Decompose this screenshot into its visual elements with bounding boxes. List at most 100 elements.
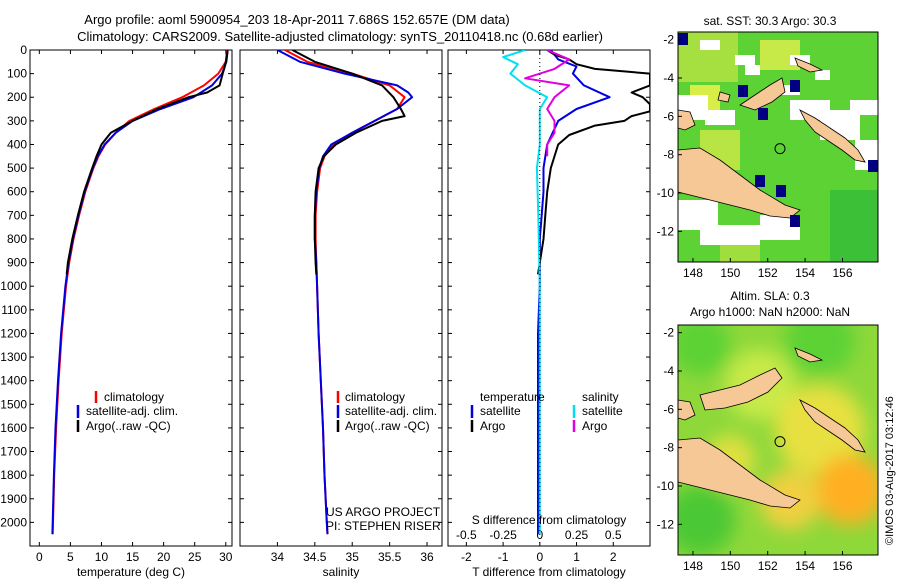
series-line-temperature-satellite xyxy=(537,50,611,535)
s-tick-label: -0.25 xyxy=(489,528,517,542)
sla-argo-position-marker xyxy=(774,436,786,448)
x-tick-label: -2 xyxy=(461,550,472,564)
y-tick-label: 1900 xyxy=(0,492,27,506)
x-tick-label: 0 xyxy=(36,550,43,564)
map-y-tick-label: -12 xyxy=(657,517,675,531)
figure-title-line2: Climatology: CARS2009. Satellite-adjuste… xyxy=(77,29,603,44)
map-y-tick-label: -10 xyxy=(657,479,675,493)
salinity-panel-frame xyxy=(239,49,443,547)
temperature-legend: climatology satellite-adj. clim. Argo(..… xyxy=(76,390,178,433)
y-tick-label: 700 xyxy=(7,208,27,222)
y-tick-label: 1600 xyxy=(0,421,27,435)
y-tick-label: 0 xyxy=(20,43,27,57)
map-y-tick-label: -2 xyxy=(663,326,674,340)
map-x-tick-label: 150 xyxy=(720,559,740,573)
y-tick-label: 600 xyxy=(7,185,27,199)
map-x-tick-label: 156 xyxy=(832,559,852,573)
sla-land xyxy=(678,347,866,509)
legend-label-s-satellite: satellite xyxy=(582,404,623,418)
legend-header-salinity: salinity xyxy=(582,390,619,404)
difference-panel-series xyxy=(502,50,650,535)
x-tick-label: -1 xyxy=(498,550,509,564)
x-tick-label: 20 xyxy=(157,550,171,564)
pi-label: PI: STEPHEN RISER xyxy=(326,519,441,533)
x-tick-label: 1 xyxy=(573,550,580,564)
temperature-panel-frame xyxy=(29,49,233,547)
map-x-tick-label: 152 xyxy=(758,266,778,280)
series-line-temperature-argo xyxy=(537,50,650,275)
s-tick-label: -0.5 xyxy=(456,528,477,542)
x-tick-label: 35 xyxy=(346,550,360,564)
legend-label-climatology: climatology xyxy=(345,390,405,404)
sst-map xyxy=(678,32,878,262)
legend-label-argo: Argo(..raw -QC) xyxy=(86,419,171,433)
series-line-climatology xyxy=(284,50,406,535)
s-tick-label: 0.25 xyxy=(565,528,589,542)
sst-map-frame xyxy=(677,31,879,263)
temperature-axis-label: temperature (deg C) xyxy=(77,565,185,579)
map-y-tick-label: -8 xyxy=(663,441,674,455)
legend-label-t-satellite: satellite xyxy=(480,404,521,418)
series-line-argo-raw-qc- xyxy=(65,50,229,275)
difference-legend: temperature satellite Argo salinity sate… xyxy=(470,390,623,433)
x-tick-label: 5 xyxy=(67,550,74,564)
salinity-axis-label: salinity xyxy=(323,565,360,579)
y-tick-label: 900 xyxy=(7,256,27,270)
x-tick-label: 25 xyxy=(188,550,202,564)
salinity-panel-series xyxy=(276,50,414,535)
legend-label-argo: Argo(..raw -QC) xyxy=(345,419,430,433)
timestamp-label: ©IMOS 03-Aug-2017 03:12:46 xyxy=(884,396,896,545)
y-tick-label: 1100 xyxy=(1,303,27,317)
map-x-tick-label: 148 xyxy=(683,266,703,280)
sst-map-title: sat. SST: 30.3 Argo: 30.3 xyxy=(704,14,837,28)
sla-map-frame xyxy=(677,324,879,556)
legend-label-climatology: climatology xyxy=(104,390,164,404)
map-x-tick-label: 148 xyxy=(683,559,703,573)
series-line-argo-raw-qc- xyxy=(291,50,406,275)
legend-label-s-argo: Argo xyxy=(582,419,608,433)
y-tick-label: 2000 xyxy=(0,515,27,529)
t-difference-axis-label: T difference from climatology xyxy=(472,565,626,579)
temperature-panel-series xyxy=(51,50,229,535)
x-tick-label: 10 xyxy=(95,550,109,564)
legend-label-satellite: satellite-adj. clim. xyxy=(345,404,437,418)
y-tick-label: 800 xyxy=(7,232,27,246)
map-x-tick-label: 156 xyxy=(832,266,852,280)
map-y-tick-label: -12 xyxy=(657,224,675,238)
x-tick-label: 36 xyxy=(420,550,434,564)
sst-missing-cells xyxy=(678,33,878,227)
sla-map xyxy=(678,325,878,555)
axis-ticks: 0 5 10 15 20 25 300100200300400500600700800900… xyxy=(0,43,650,564)
y-tick-label: 1500 xyxy=(0,397,27,411)
sla-map-ticks: 148 150 152 154 156 -2 -4 -6 -8 -10 -12 xyxy=(657,326,853,573)
map-x-tick-label: 154 xyxy=(795,559,815,573)
y-tick-label: 100 xyxy=(7,67,27,81)
sla-map-title1: Altim. SLA: 0.3 xyxy=(730,289,810,303)
map-y-tick-label: -2 xyxy=(663,33,674,47)
x-tick-label: 34 xyxy=(271,550,285,564)
y-tick-label: 1300 xyxy=(0,350,27,364)
difference-panel-frame xyxy=(447,49,651,547)
series-line-salinity-satellite xyxy=(502,50,549,535)
y-tick-label: 1000 xyxy=(0,279,27,293)
map-y-tick-label: -4 xyxy=(663,364,674,378)
s-difference-axis-label: S difference from climatology xyxy=(472,513,627,527)
y-tick-label: 300 xyxy=(7,114,27,128)
series-line-salinity-argo xyxy=(524,50,571,157)
map-y-tick-label: -8 xyxy=(663,148,674,162)
x-tick-label: 35.5 xyxy=(378,550,402,564)
salinity-legend: climatology satellite-adj. clim. Argo(..… xyxy=(336,390,437,433)
x-tick-label: 34.5 xyxy=(303,550,327,564)
y-tick-label: 500 xyxy=(7,161,27,175)
sst-argo-position-marker xyxy=(774,143,786,155)
project-label: US ARGO PROJECT xyxy=(326,505,441,519)
y-tick-label: 1400 xyxy=(0,374,27,388)
map-y-tick-label: -6 xyxy=(663,109,674,123)
sst-land xyxy=(678,57,866,219)
y-tick-label: 200 xyxy=(7,90,27,104)
figure-title-line1: Argo profile: aoml 5900954_203 18-Apr-20… xyxy=(84,12,509,27)
x-tick-label: 15 xyxy=(126,550,140,564)
legend-label-satellite: satellite-adj. clim. xyxy=(86,404,178,418)
x-tick-label: 0 xyxy=(536,550,543,564)
